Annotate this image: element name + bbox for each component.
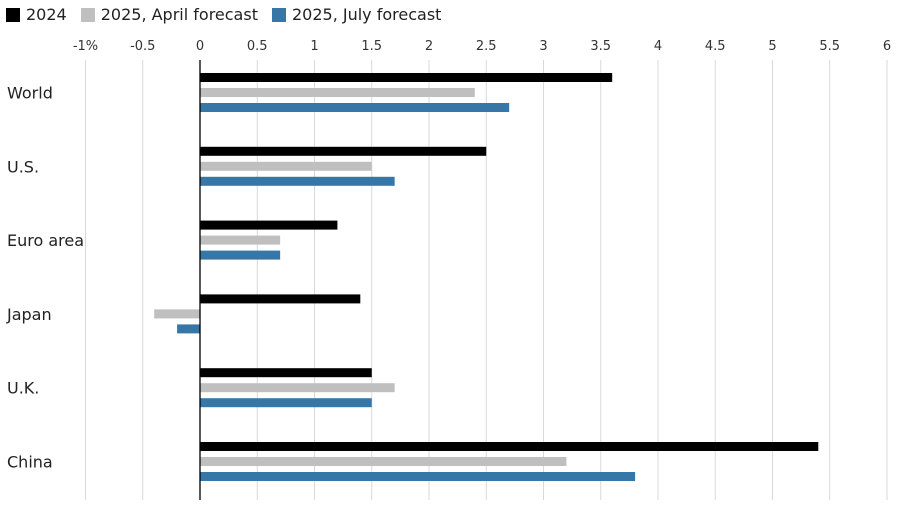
x-tick-label: 1 bbox=[310, 39, 318, 54]
legend-swatch-july-forecast bbox=[271, 7, 286, 22]
x-tick-label: 0 bbox=[196, 39, 204, 54]
x-tick-label: 5 bbox=[768, 39, 776, 54]
x-tick-label: 4.5 bbox=[705, 39, 726, 54]
bar-japan-series-1 bbox=[154, 309, 200, 319]
bar-world-series-0 bbox=[200, 73, 613, 82]
bar-world-series-2 bbox=[200, 103, 510, 112]
bar-japan-series-0 bbox=[200, 294, 361, 304]
legend-item-april-forecast: 2025, April forecast bbox=[80, 5, 258, 24]
category-label: World bbox=[7, 84, 53, 103]
bar-world-series-1 bbox=[200, 88, 475, 97]
legend-label-april-forecast: 2025, April forecast bbox=[100, 5, 258, 24]
x-tick-label: 4 bbox=[654, 39, 662, 54]
bar-u-k-series-0 bbox=[200, 368, 372, 378]
legend-item-july-forecast: 2025, July forecast bbox=[271, 5, 442, 24]
x-tick-label: 3 bbox=[539, 39, 547, 54]
bar-u-k-series-1 bbox=[200, 383, 395, 393]
x-tick-label: 3.5 bbox=[590, 39, 611, 54]
x-tick-label: 6 bbox=[883, 39, 891, 54]
legend-item-2024: 2024 bbox=[6, 5, 67, 24]
bar-euro-area-series-2 bbox=[200, 250, 281, 260]
x-tick-label: 2.5 bbox=[476, 39, 497, 54]
category-label: U.S. bbox=[7, 157, 39, 176]
bar-u-s-series-2 bbox=[200, 176, 395, 186]
legend-swatch-april-forecast bbox=[80, 7, 95, 22]
bar-euro-area-series-1 bbox=[200, 235, 281, 245]
category-label: U.K. bbox=[7, 379, 39, 398]
legend-label-july-forecast: 2025, July forecast bbox=[291, 5, 442, 24]
x-axis-ticks: -1% -0.5 0 0.5 1 1.5 2 2.5 3 3.5 4 4.5 5 5.5 6 bbox=[73, 39, 891, 54]
x-tick-label: 0.5 bbox=[247, 39, 268, 54]
bar-china-series-2 bbox=[200, 472, 636, 481]
bar-u-s-series-1 bbox=[200, 161, 372, 171]
legend-swatch-2024 bbox=[6, 7, 20, 22]
x-tick-label: 2 bbox=[425, 39, 433, 54]
legend-label-2024: 2024 bbox=[26, 5, 67, 24]
x-tick-label: 5.5 bbox=[819, 39, 840, 54]
bar-china-series-1 bbox=[200, 457, 567, 466]
gridlines bbox=[85, 60, 888, 500]
bar-euro-area-series-0 bbox=[200, 220, 338, 230]
category-label: Japan bbox=[6, 305, 52, 324]
category-labels: World U.S. Euro area Japan U.K. China bbox=[6, 84, 84, 472]
category-label: China bbox=[7, 453, 53, 472]
chart-legend: 2024 2025, April forecast 2025, July for… bbox=[6, 5, 455, 24]
category-label: Euro area bbox=[7, 231, 84, 250]
x-tick-label: -0.5 bbox=[130, 39, 155, 54]
bar-u-k-series-2 bbox=[200, 398, 372, 408]
x-tick-label: 1.5 bbox=[361, 39, 382, 54]
x-tick-label: -1% bbox=[73, 39, 98, 54]
bar-japan-series-2 bbox=[177, 324, 200, 334]
bar-u-s-series-0 bbox=[200, 146, 487, 156]
bars bbox=[154, 73, 819, 481]
bar-china-series-0 bbox=[200, 442, 819, 451]
